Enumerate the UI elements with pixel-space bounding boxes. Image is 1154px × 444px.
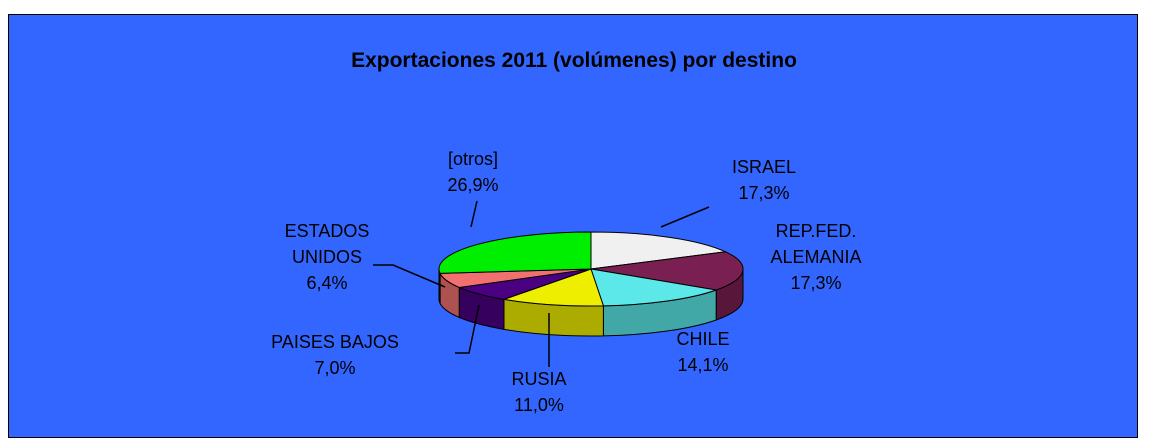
pie-sides	[438, 268, 744, 337]
slice-label-estados-unidos: UNIDOS	[292, 247, 362, 267]
slice-label-rep-fed-alemania: REP.FED.	[776, 221, 857, 241]
slice-label-paises-bajos: PAISES BAJOS	[271, 332, 399, 352]
slice-value-paises-bajos: 7,0%	[314, 358, 355, 378]
slice-label-rep-fed-alemania: ALEMANIA	[770, 247, 861, 267]
slice-value-israel: 17,3%	[738, 183, 789, 203]
pie-labels: ISRAEL 17,3% REP.FED. ALEMANIA 17,3% CHILE 14,…	[271, 149, 861, 415]
slice-value-estados-unidos: 6,4%	[306, 273, 347, 293]
pie-leaders	[373, 200, 710, 367]
leader-line-paises-bajos	[455, 304, 480, 354]
slice-label-israel: ISRAEL	[732, 157, 796, 177]
slice-value-chile: 14,1%	[677, 355, 728, 375]
slice-label-chile: CHILE	[676, 329, 729, 349]
pie-slice-rusia	[503, 268, 605, 307]
pie-slice-rep-fed-alemania	[590, 251, 744, 291]
slice-value-rep-fed-alemania: 17,3%	[790, 273, 841, 293]
leader-line-estados-unidos	[373, 264, 446, 288]
pie-slice-israel	[590, 231, 728, 270]
pie-tops	[438, 231, 744, 307]
pie-chart: Exportaciones 2011 (volúmenes) por desti…	[271, 49, 861, 415]
pie-slice-otros	[438, 231, 592, 274]
slice-value-otros: 26,9%	[447, 175, 498, 195]
slice-value-rusia: 11,0%	[514, 395, 564, 415]
pie-slice-chile	[590, 268, 719, 307]
slice-label-estados-unidos: ESTADOS	[285, 221, 370, 241]
slice-label-otros: [otros]	[448, 149, 498, 169]
slice-label-rusia: RUSIA	[511, 369, 566, 389]
leader-line-israel	[660, 206, 710, 228]
leader-line-otros	[470, 200, 478, 228]
chart-title: Exportaciones 2011 (volúmenes) por desti…	[351, 49, 797, 72]
chart-area: Exportaciones 2011 (volúmenes) por desti…	[8, 14, 1138, 438]
